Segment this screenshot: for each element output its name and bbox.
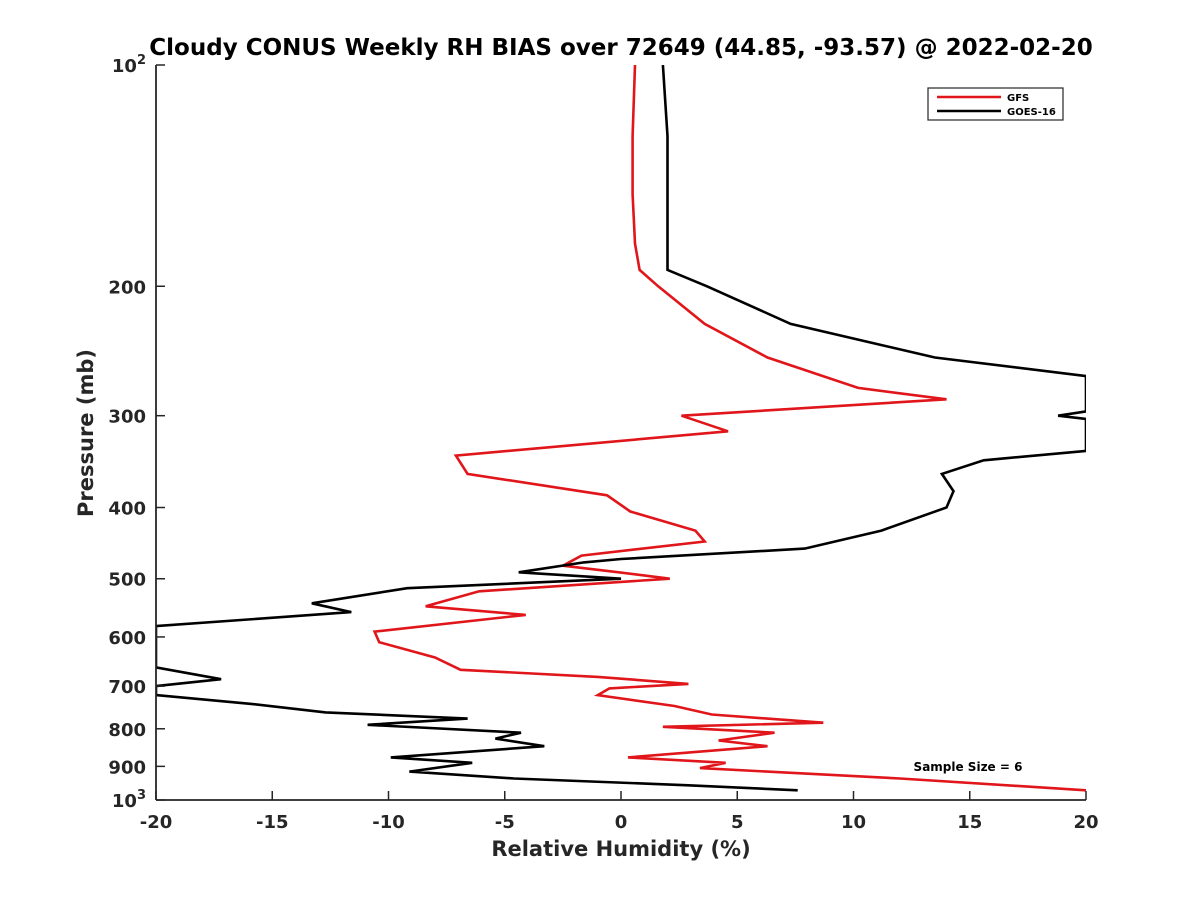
- y-tick-label: 103: [112, 788, 146, 812]
- y-tick-label: 500: [108, 570, 146, 591]
- x-tick-label: 10: [841, 812, 866, 833]
- x-tick-label: 0: [615, 812, 628, 833]
- x-tick-label: -15: [256, 812, 289, 833]
- x-tick-label: -5: [495, 812, 515, 833]
- x-tick-label: -20: [140, 812, 173, 833]
- x-tick-label: 15: [957, 812, 982, 833]
- y-tick-label: 700: [108, 677, 146, 698]
- x-tick-label: 5: [731, 812, 744, 833]
- series-line-gfs: [372, 65, 1086, 792]
- series-line-goes-16: [156, 65, 1086, 792]
- legend-label: GOES-16: [1007, 107, 1056, 118]
- legend: GFS GOES-16: [927, 87, 1064, 121]
- plot-area: -20 -15 -10 -5 0 5 10 15 20 102 200 300 400 500 600 700…: [108, 53, 1098, 833]
- chart-title: Cloudy CONUS Weekly RH BIAS over 72649 (…: [149, 35, 1092, 61]
- y-tick-label: 800: [108, 720, 146, 741]
- x-tick-label: -10: [372, 812, 405, 833]
- legend-box: [927, 87, 1064, 121]
- y-tick-label: 300: [108, 407, 146, 428]
- y-tick-label: 102: [112, 53, 146, 77]
- sample-size-annotation: Sample Size = 6: [914, 760, 1023, 774]
- x-tick-label: 20: [1073, 812, 1098, 833]
- x-axis-label: Relative Humidity (%): [491, 837, 750, 861]
- y-tick-label: 400: [108, 499, 146, 520]
- legend-label: GFS: [1007, 93, 1029, 104]
- y-tick-label: 600: [108, 628, 146, 649]
- y-axis-label: Pressure (mb): [74, 349, 98, 517]
- y-tick-label: 200: [108, 277, 146, 298]
- y-tick-label: 900: [108, 757, 146, 778]
